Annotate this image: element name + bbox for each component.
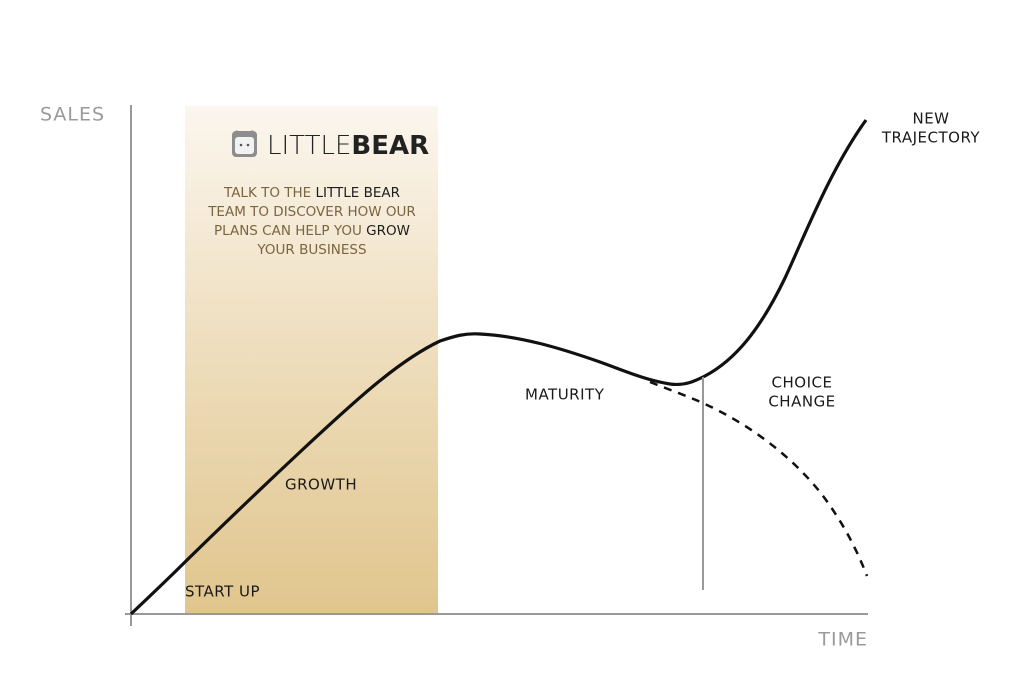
y-axis-label: SALES — [40, 104, 105, 126]
stage-label: CHANGE — [768, 393, 835, 411]
stage-label: NEW — [912, 110, 949, 128]
callout-line: PLANS CAN HELP YOU GROW — [214, 223, 410, 239]
callout-text: TEAM TO DISCOVER HOW OUR — [207, 204, 416, 220]
callout-line: TEAM TO DISCOVER HOW OUR — [207, 204, 416, 220]
callout-emphasis: LITTLE BEAR — [315, 185, 400, 201]
callout-line: TALK TO THE LITTLE BEAR — [223, 185, 400, 201]
callout-text: YOUR BUSINESS — [256, 242, 366, 258]
stage-label: CHOICE — [772, 374, 833, 392]
logo-bold: BEAR — [351, 131, 429, 161]
callout-text: TALK TO THE — [223, 185, 315, 201]
callout: TALK TO THE LITTLE BEAR TEAM TO DISCOVER … — [207, 185, 416, 258]
callout-line: YOUR BUSINESS — [256, 242, 366, 258]
stage-label: MATURITY — [525, 386, 605, 404]
stage-label: GROWTH — [285, 476, 357, 494]
callout-text: PLANS CAN HELP YOU — [214, 223, 366, 239]
stage-label: TRAJECTORY — [881, 129, 981, 147]
logo: LITTLEBEAR — [232, 130, 429, 161]
x-axis-label: TIME — [817, 629, 868, 651]
logo-light: LITTLE — [267, 131, 351, 161]
sales-curve — [129, 119, 868, 616]
highlight-band — [185, 106, 438, 614]
decline-curve — [649, 380, 869, 577]
stage-label: START UP — [185, 583, 260, 601]
callout-emphasis: GROW — [366, 223, 410, 239]
logo-text: LITTLEBEAR — [267, 131, 429, 161]
